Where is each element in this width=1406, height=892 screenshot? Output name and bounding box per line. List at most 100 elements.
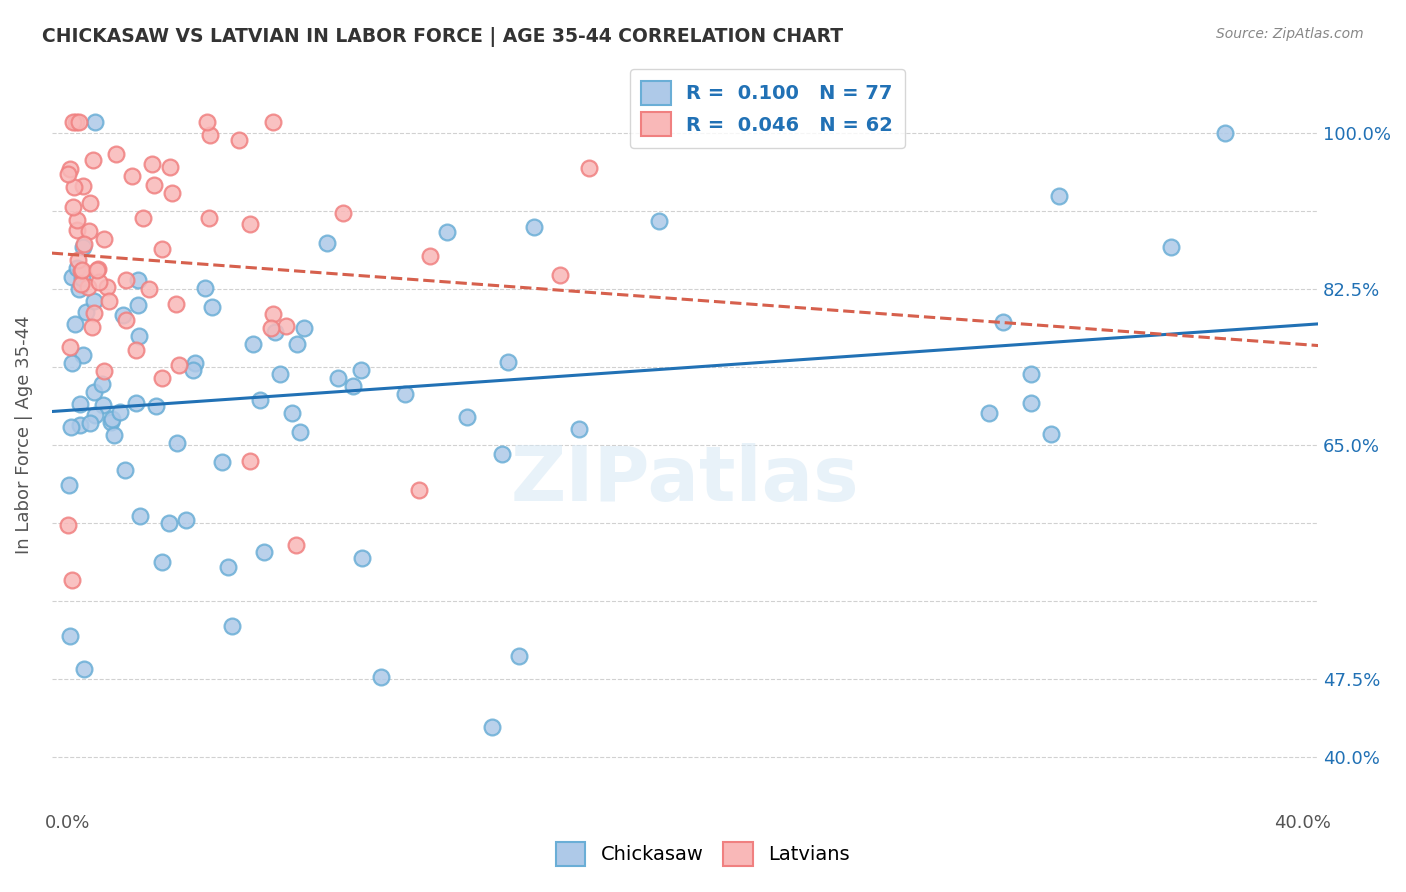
Point <box>217 560 239 574</box>
Point <box>138 282 160 296</box>
Point <box>548 268 571 282</box>
Point <box>165 297 187 311</box>
Point <box>65 115 87 129</box>
Point <box>150 242 173 256</box>
Point <box>62 200 84 214</box>
Point <box>115 313 138 327</box>
Point <box>83 384 105 399</box>
Point <box>419 249 441 263</box>
Point <box>70 277 93 291</box>
Point <box>648 214 671 228</box>
Point <box>162 186 184 200</box>
Point <box>145 399 167 413</box>
Point <box>284 538 307 552</box>
Point <box>239 217 262 231</box>
Point <box>269 367 291 381</box>
Point <box>197 211 219 225</box>
Point <box>101 412 124 426</box>
Point <box>84 408 107 422</box>
Point <box>491 447 513 461</box>
Point <box>288 425 311 439</box>
Point <box>72 348 94 362</box>
Point <box>84 115 107 129</box>
Point <box>436 226 458 240</box>
Point <box>496 355 519 369</box>
Point <box>70 271 93 285</box>
Point <box>350 363 373 377</box>
Point <box>578 161 600 175</box>
Point <box>100 415 122 429</box>
Point <box>66 253 89 268</box>
Point <box>181 363 204 377</box>
Point <box>228 133 250 147</box>
Point <box>70 264 93 278</box>
Point <box>89 275 111 289</box>
Point <box>79 417 101 431</box>
Point <box>79 195 101 210</box>
Point <box>174 513 197 527</box>
Point <box>56 517 79 532</box>
Point <box>150 371 173 385</box>
Point <box>211 455 233 469</box>
Point <box>75 305 97 319</box>
Point <box>103 428 125 442</box>
Point <box>292 321 315 335</box>
Legend: Chickasaw, Latvians: Chickasaw, Latvians <box>548 834 858 873</box>
Point <box>1021 396 1043 410</box>
Point <box>91 376 114 391</box>
Point <box>69 396 91 410</box>
Point <box>1019 367 1042 381</box>
Point <box>264 326 287 340</box>
Point <box>127 298 149 312</box>
Point <box>83 306 105 320</box>
Point <box>523 219 546 234</box>
Point <box>316 235 339 250</box>
Point <box>63 317 86 331</box>
Point <box>1049 188 1071 202</box>
Point <box>70 263 93 277</box>
Point <box>198 128 221 142</box>
Point <box>59 340 82 354</box>
Point <box>67 282 90 296</box>
Point <box>96 280 118 294</box>
Point <box>239 453 262 467</box>
Point <box>167 359 190 373</box>
Point <box>342 378 364 392</box>
Point <box>143 178 166 192</box>
Point <box>59 420 82 434</box>
Y-axis label: In Labor Force | Age 35-44: In Labor Force | Age 35-44 <box>15 315 32 554</box>
Point <box>127 273 149 287</box>
Legend: R =  0.100   N = 77, R =  0.046   N = 62: R = 0.100 N = 77, R = 0.046 N = 62 <box>630 70 904 148</box>
Point <box>285 337 308 351</box>
Point <box>67 115 90 129</box>
Text: CHICKASAW VS LATVIAN IN LABOR FORCE | AGE 35-44 CORRELATION CHART: CHICKASAW VS LATVIAN IN LABOR FORCE | AG… <box>42 27 844 46</box>
Point <box>456 409 478 424</box>
Point <box>326 371 349 385</box>
Point <box>481 719 503 733</box>
Point <box>105 147 128 161</box>
Point <box>73 236 96 251</box>
Point <box>56 168 79 182</box>
Point <box>115 273 138 287</box>
Point <box>568 421 591 435</box>
Point <box>125 343 148 357</box>
Point <box>249 392 271 407</box>
Point <box>62 115 84 129</box>
Point <box>125 396 148 410</box>
Point <box>114 463 136 477</box>
Point <box>72 178 94 193</box>
Point <box>260 320 283 334</box>
Point <box>66 213 89 227</box>
Point <box>993 315 1015 329</box>
Point <box>262 307 284 321</box>
Point <box>73 662 96 676</box>
Point <box>66 260 89 275</box>
Point <box>508 649 530 664</box>
Text: Source: ZipAtlas.com: Source: ZipAtlas.com <box>1216 27 1364 41</box>
Point <box>262 115 284 129</box>
Point <box>408 483 430 497</box>
Point <box>1215 126 1237 140</box>
Point <box>111 308 134 322</box>
Point <box>253 545 276 559</box>
Point <box>97 294 120 309</box>
